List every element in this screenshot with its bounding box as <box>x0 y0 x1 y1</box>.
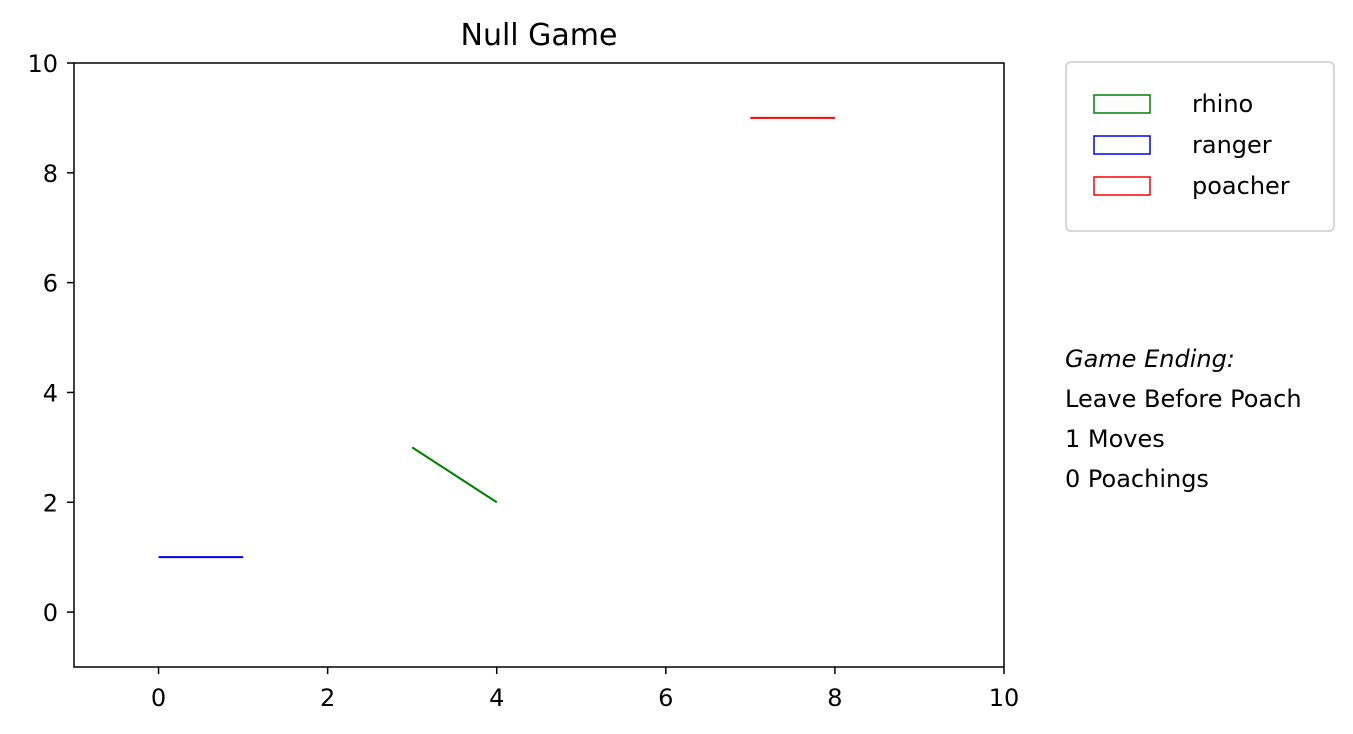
x-tick-label: 4 <box>489 684 504 712</box>
legend-swatch-rhino <box>1093 94 1151 114</box>
legend-label-rhino: rhino <box>1192 90 1253 118</box>
plot-area: 0 2 4 6 8 10 0 2 4 6 8 10 <box>27 50 1019 712</box>
chart-title: Null Game <box>461 18 618 53</box>
x-tick-label: 2 <box>320 684 335 712</box>
annotation-ending: Leave Before Poach <box>1065 385 1302 413</box>
legend-swatch-ranger <box>1093 135 1151 155</box>
legend-label-ranger: ranger <box>1192 131 1272 159</box>
x-tick-label: 8 <box>827 684 842 712</box>
y-tick-label: 6 <box>43 270 58 298</box>
game-ending-annotation: Game Ending: Leave Before Poach 1 Moves … <box>1065 345 1302 493</box>
x-tick-label: 10 <box>989 684 1020 712</box>
y-tick-label: 2 <box>43 489 58 517</box>
annotation-heading: Game Ending: <box>1065 345 1235 373</box>
annotation-poachings: 0 Poachings <box>1065 465 1209 493</box>
annotation-moves: 1 Moves <box>1065 425 1165 453</box>
legend-label-poacher: poacher <box>1192 172 1290 200</box>
x-tick-label: 0 <box>151 684 166 712</box>
x-tick-label: 6 <box>658 684 673 712</box>
legend-frame <box>1065 61 1335 232</box>
legend: rhino ranger poacher <box>1065 61 1335 232</box>
series-line-rhino <box>411 446 498 504</box>
legend-swatch-poacher <box>1093 176 1151 196</box>
plot-frame <box>73 62 1005 668</box>
y-tick-label: 8 <box>43 160 58 188</box>
y-tick-label: 10 <box>27 50 58 78</box>
y-tick-label: 0 <box>43 599 58 627</box>
y-tick-label: 4 <box>43 379 58 407</box>
